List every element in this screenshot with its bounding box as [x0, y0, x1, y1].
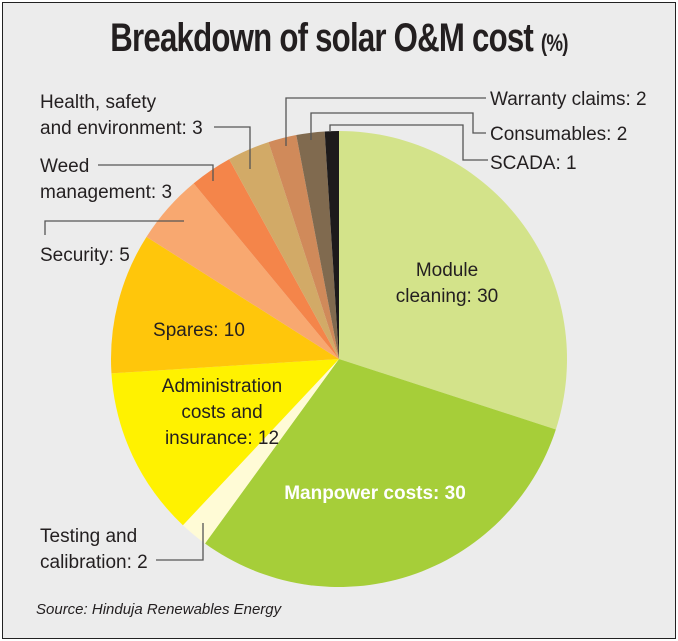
slice-label-line: Security: 5	[40, 245, 130, 266]
slice-label-module-cleaning: Module cleaning: 30	[396, 260, 498, 307]
slice-label-security: Security: 5	[40, 245, 130, 266]
pie-slice-health-safety-and-environment	[229, 142, 339, 359]
leader-lines	[44, 97, 488, 561]
slice-label-line: costs and	[181, 402, 262, 423]
pie-slice-manpower-costs	[204, 359, 556, 587]
slice-label-line: Weed	[40, 156, 89, 177]
chart-title: Breakdown of solar O&M cost (%)	[75, 16, 604, 61]
slice-label-line: Module	[416, 260, 478, 281]
slice-label-weed-management: Weed management: 3	[40, 156, 172, 203]
slice-label-scada: SCADA: 1	[490, 153, 577, 174]
slice-label-line: management: 3	[40, 182, 172, 203]
leader-line-security	[44, 220, 184, 235]
slice-label-warranty-claims: Warranty claims: 2	[490, 89, 647, 110]
slice-labels: Module cleaning: 30 Manpower costs: 30 Test…	[40, 89, 647, 573]
leader-line-consumables	[310, 112, 486, 140]
slice-label-line: Warranty claims: 2	[490, 89, 647, 110]
slice-label-administration-costs-and-insurance: Administration costs and insurance: 12	[162, 376, 282, 449]
chart-title-text: Breakdown of solar O&M cost	[110, 16, 534, 60]
pie-slices	[111, 131, 567, 587]
slice-label-health-safety-and-environment: Health, safety and environment: 3	[40, 92, 203, 139]
slice-label-line: SCADA: 1	[490, 153, 577, 174]
slice-label-testing-and-calibration: Testing and calibration: 2	[40, 526, 148, 573]
slice-label-spares: Spares: 10	[153, 320, 245, 341]
pie-slice-spares	[111, 236, 339, 374]
slice-label-line: Spares: 10	[153, 320, 245, 341]
leader-line-testing	[156, 523, 204, 561]
slice-label-line: Manpower costs: 30	[284, 483, 466, 504]
source-note: Source: Hinduja Renewables Energy	[36, 601, 282, 618]
pie-slice-warranty-claims	[268, 135, 339, 359]
leader-line-scada	[329, 124, 488, 161]
pie-slice-administration-costs-and-insurance	[111, 359, 339, 526]
slice-label-line: Administration	[162, 376, 282, 397]
slice-label-line: Testing and	[40, 526, 137, 547]
pie-slice-security	[146, 183, 339, 359]
pie-slice-weed-management	[193, 159, 339, 359]
slice-label-line: Consumables: 2	[490, 124, 627, 145]
slice-label-line: insurance: 12	[165, 428, 279, 449]
leader-line-health-safety	[214, 126, 251, 169]
slice-label-manpower-costs: Manpower costs: 30	[284, 483, 466, 504]
leader-line-weed	[98, 164, 214, 181]
slice-label-line: cleaning: 30	[396, 286, 498, 307]
pie-slice-consumables	[296, 131, 339, 359]
pie-slice-testing-and-calibration	[182, 359, 339, 544]
pie-slice-scada	[324, 131, 339, 359]
slice-label-line: Health, safety	[40, 92, 157, 113]
pie-slice-module-cleaning	[339, 131, 567, 430]
slice-label-line: calibration: 2	[40, 552, 148, 573]
leader-line-warranty	[285, 97, 486, 146]
slice-label-line: and environment: 3	[40, 118, 203, 139]
slice-label-consumables: Consumables: 2	[490, 124, 627, 145]
chart-title-unit: (%)	[540, 30, 569, 57]
